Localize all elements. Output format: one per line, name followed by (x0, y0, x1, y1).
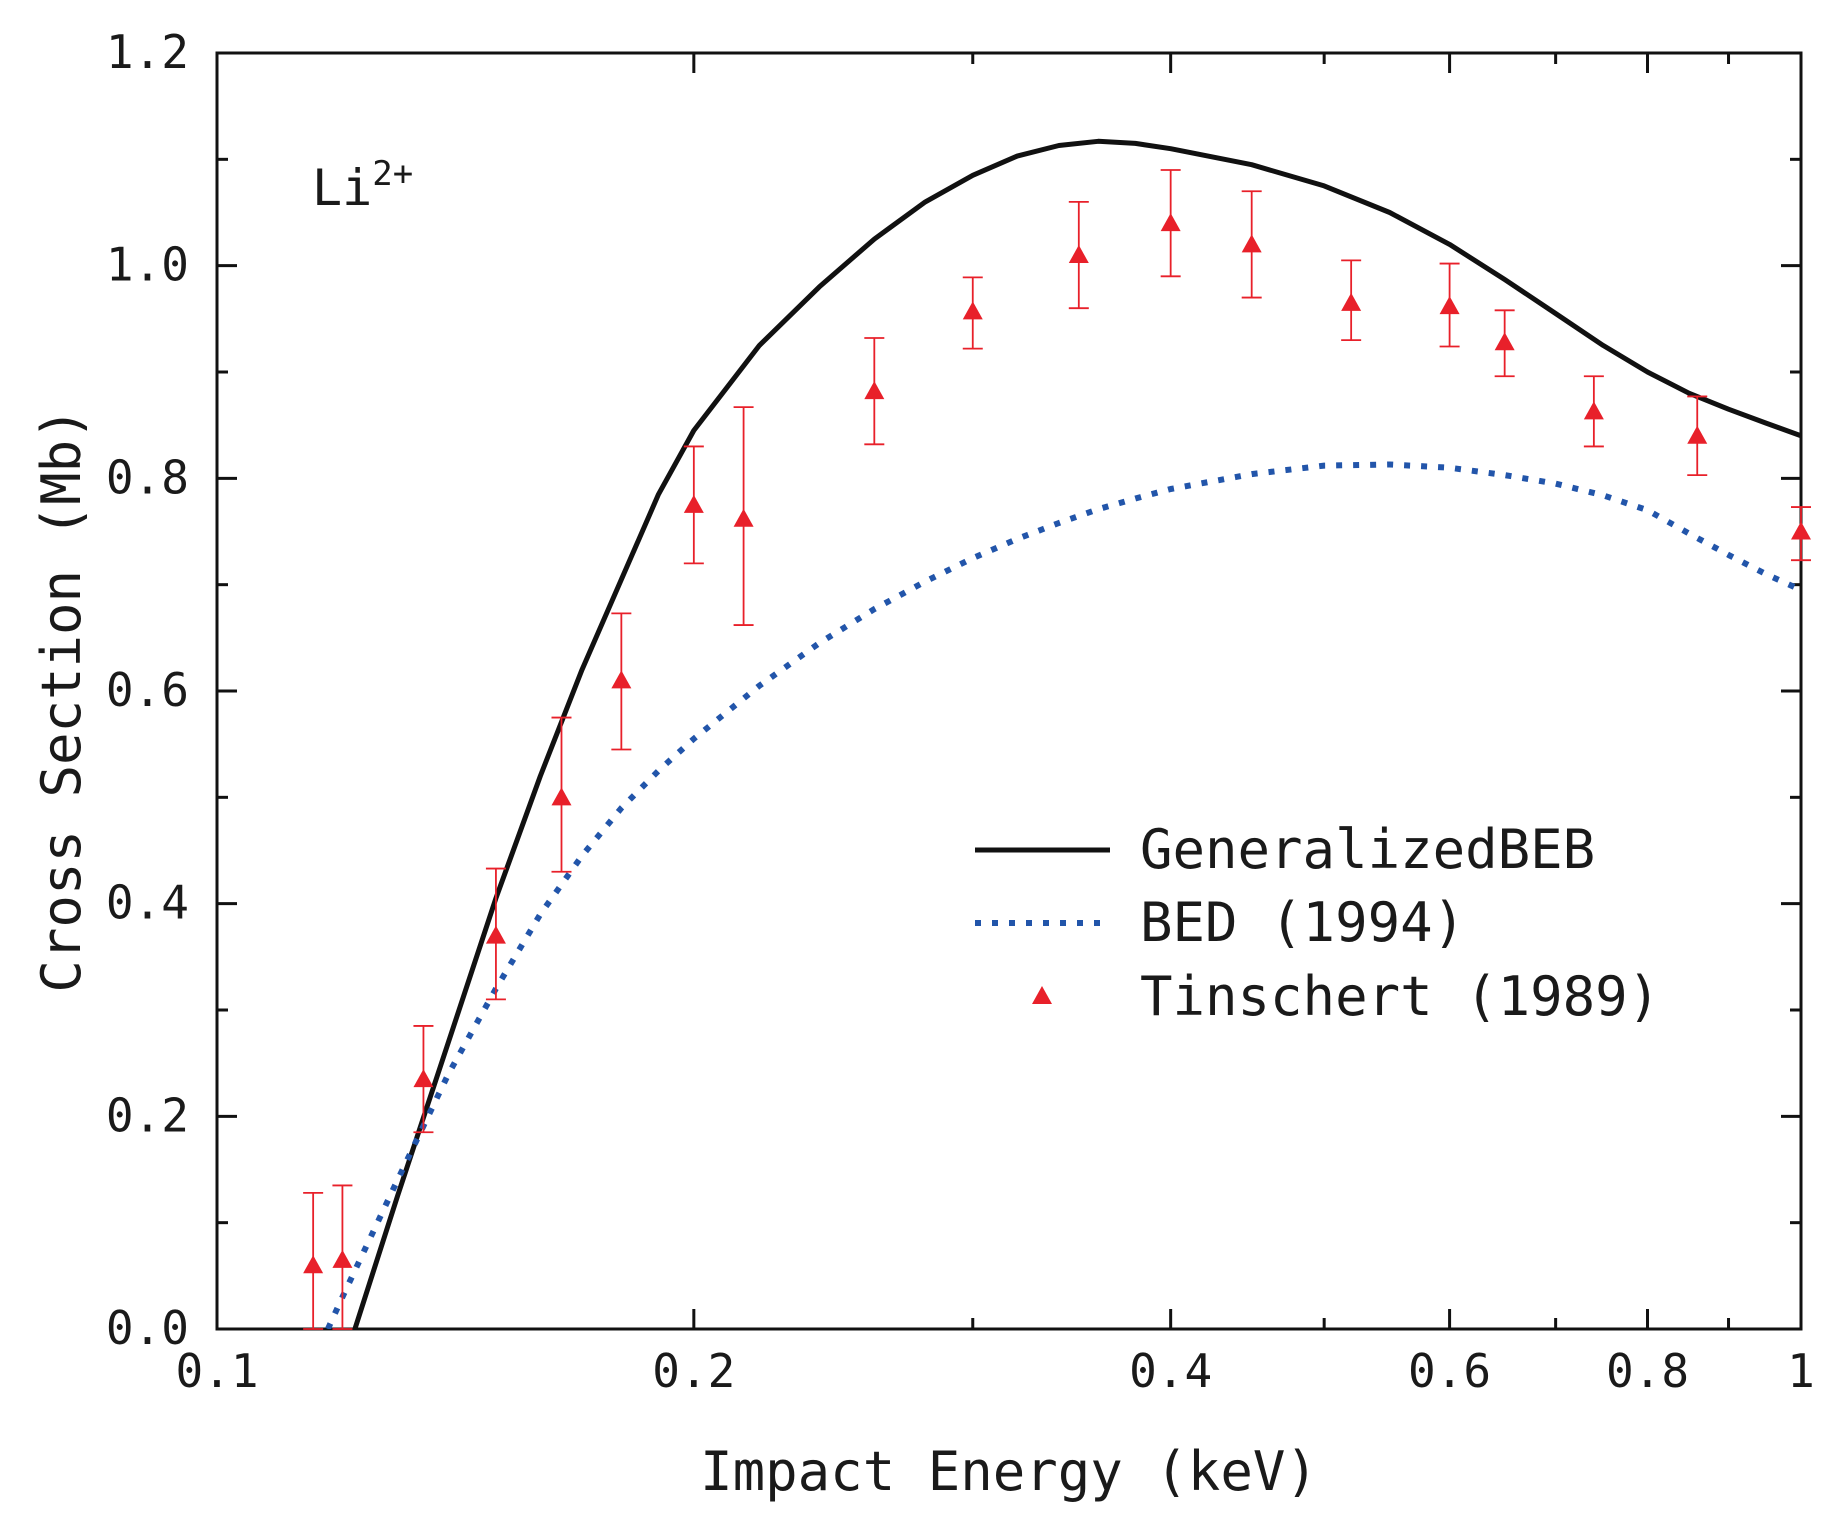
data-point-triangle (864, 381, 885, 400)
y-tick-label-0-8: 0.8 (106, 450, 189, 504)
data-point-triangle (1160, 213, 1181, 232)
data-point-triangle (1439, 296, 1460, 315)
x-tick-label-0-4: 0.4 (1129, 1344, 1212, 1398)
x-tick-label-0-2: 0.2 (652, 1344, 735, 1398)
y-tick-label-1-0: 1.0 (106, 238, 189, 292)
y-tick-label-0-0: 0.0 (106, 1301, 189, 1355)
data-point-triangle (683, 494, 704, 513)
legend-label-generalized-beb: GeneralizedBEB (1140, 818, 1595, 881)
data-point-triangle (1068, 245, 1089, 264)
x-axis-title: Impact Energy (keV) (700, 1440, 1318, 1503)
legend: GeneralizedBEB BED (1994) Tinschert (198… (975, 818, 1660, 1028)
data-point-triangle (611, 670, 632, 689)
data-point-triangle (413, 1069, 434, 1088)
plot-frame (215, 51, 1803, 1331)
plot-area (325, 138, 1801, 1329)
data-point-triangle (1494, 332, 1515, 351)
data-point-triangle (1583, 401, 1604, 420)
series-line-bed-1994 (325, 461, 1801, 1329)
y-tick-label-0-4: 0.4 (106, 876, 189, 930)
data-point-triangle (1791, 521, 1811, 540)
x-tick-label-0-1: 0.1 (175, 1344, 258, 1398)
data-point-triangle (485, 925, 506, 944)
x-tick-label-0-8: 0.8 (1606, 1344, 1689, 1398)
legend-label-tinschert-1989: Tinschert (1989) (1140, 965, 1660, 1028)
y-tick-label-0-6: 0.6 (106, 663, 189, 717)
y-tick-label-0-2: 0.2 (106, 1088, 189, 1142)
data-point-triangle (1241, 234, 1262, 253)
data-point-triangle (1687, 425, 1708, 444)
species-annotation-base: Li (312, 159, 372, 217)
data-point-triangle (332, 1249, 353, 1268)
species-annotation: Li2+ (312, 154, 413, 217)
x-tick-label-0-6: 0.6 (1408, 1344, 1491, 1398)
data-point-triangle (962, 301, 983, 320)
data-point-triangle (1341, 292, 1362, 311)
species-annotation-superscript: 2+ (372, 154, 413, 194)
y-axis-title: Cross Section (Mb) (30, 407, 93, 992)
data-point-triangle (733, 508, 754, 527)
series-line-generalizedbeb (352, 138, 1801, 1329)
data-point-triangle (551, 787, 572, 806)
legend-marker-tinschert-1989 (1032, 986, 1052, 1004)
y-tick-label-1-2: 1.2 (106, 25, 189, 79)
x-tick-label-1: 1 (1787, 1344, 1815, 1398)
data-point-triangle (303, 1255, 324, 1274)
legend-label-bed-1994: BED (1994) (1140, 891, 1465, 954)
series-markers-tinschert-1989 (303, 169, 1811, 1330)
